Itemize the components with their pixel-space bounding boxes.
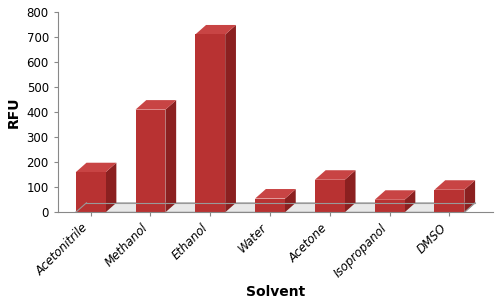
Polygon shape — [464, 180, 475, 212]
Polygon shape — [255, 189, 296, 199]
Polygon shape — [106, 163, 117, 212]
Polygon shape — [76, 203, 475, 212]
Polygon shape — [196, 25, 236, 35]
Polygon shape — [434, 190, 464, 212]
Polygon shape — [166, 100, 176, 212]
Polygon shape — [315, 170, 356, 180]
Polygon shape — [345, 170, 356, 212]
Y-axis label: RFU: RFU — [7, 96, 21, 128]
Polygon shape — [136, 110, 166, 212]
Polygon shape — [76, 172, 106, 212]
Polygon shape — [434, 180, 475, 190]
Polygon shape — [196, 35, 225, 212]
Polygon shape — [225, 25, 236, 212]
X-axis label: Solvent: Solvent — [246, 285, 305, 299]
Polygon shape — [136, 100, 176, 110]
Polygon shape — [285, 189, 296, 212]
Polygon shape — [76, 163, 116, 172]
Polygon shape — [374, 200, 404, 212]
Polygon shape — [255, 199, 285, 212]
Polygon shape — [315, 180, 345, 212]
Polygon shape — [374, 190, 416, 200]
Polygon shape — [404, 190, 415, 212]
